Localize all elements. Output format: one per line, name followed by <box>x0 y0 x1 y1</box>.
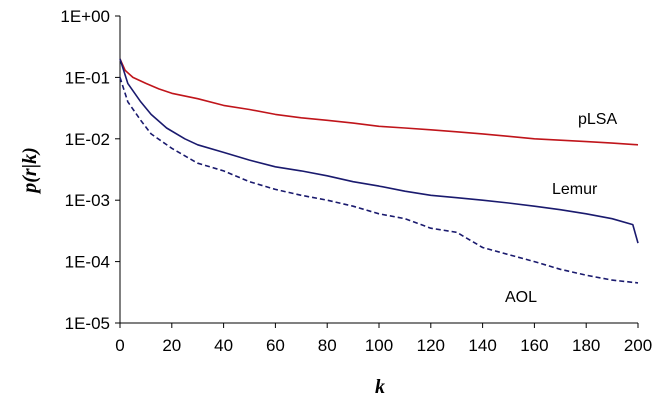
y-tick-label: 1E-04 <box>65 253 110 272</box>
x-tick-label: 40 <box>214 336 233 355</box>
x-tick-label: 160 <box>520 336 548 355</box>
x-tick-label: 20 <box>162 336 181 355</box>
series-label-plsa: pLSA <box>578 111 617 128</box>
x-tick-label: 100 <box>365 336 393 355</box>
series-line-aol <box>119 77 639 284</box>
x-tick-label: 180 <box>572 336 600 355</box>
series-label-aol: AOL <box>505 289 537 306</box>
series-label-lemur: Lemur <box>552 181 598 198</box>
x-tick-label: 0 <box>115 336 124 355</box>
series-lines <box>119 58 639 284</box>
y-tick-label: 1E-02 <box>65 130 110 149</box>
plot-area <box>119 16 638 324</box>
y-tick-label: 1E-05 <box>65 314 110 333</box>
series-line-plsa <box>119 58 639 146</box>
x-tick-label: 60 <box>266 336 285 355</box>
y-tick-label: 1E+00 <box>60 7 110 26</box>
x-tick-label: 120 <box>417 336 445 355</box>
x-axis-title: k <box>375 376 385 398</box>
x-tick-label: 200 <box>624 336 652 355</box>
x-tick-label: 140 <box>468 336 496 355</box>
x-axis-ticks: 0 20 40 60 80 100 120 140 160 180 200 <box>115 323 652 355</box>
x-tick-label: 80 <box>318 336 337 355</box>
y-axis-title: p(r|k) <box>19 147 41 195</box>
series-line-lemur <box>119 58 639 244</box>
y-axis-ticks: 1E+00 1E-01 1E-02 1E-03 1E-04 1E-05 <box>60 7 120 333</box>
y-tick-label: 1E-01 <box>65 68 110 87</box>
y-tick-label: 1E-03 <box>65 191 110 210</box>
